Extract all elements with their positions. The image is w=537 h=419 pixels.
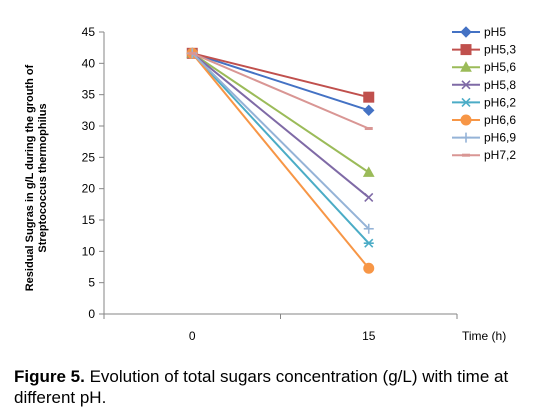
figure-caption-label: Figure 5.: [14, 367, 85, 386]
data-point: [364, 127, 373, 131]
legend-item: pH5,6: [452, 60, 516, 74]
data-point: [364, 192, 374, 203]
legend-marker: [461, 80, 471, 90]
data-point: [188, 51, 197, 55]
x-axis-label: Time (h): [462, 329, 506, 343]
series-pH5,6: [186, 47, 375, 177]
y-tick-label: 15: [82, 213, 96, 227]
x-tick-label: 15: [362, 329, 376, 343]
legend-label: pH6,2: [484, 95, 516, 109]
data-point: [362, 166, 375, 177]
y-axis: 0 5 10 15 20 25 30 35 40 45: [82, 25, 105, 321]
legend-item: pH5,8: [452, 78, 516, 92]
series-line: [191, 52, 370, 174]
data-point: [363, 104, 375, 117]
x-tick-label: 0: [189, 329, 196, 343]
legend-marker: [460, 26, 472, 38]
y-tick-label: 30: [82, 119, 96, 133]
legend-marker: [460, 114, 472, 126]
figure-caption-text: Evolution of total sugars concentration …: [14, 367, 509, 407]
series-pH7,2: [188, 51, 373, 131]
legend-label: pH5,3: [484, 43, 516, 57]
y-axis-label-line-1: Residual Sugras in g/L during the grouth…: [24, 64, 36, 291]
legend: pH5 pH5,3 pH5,6 pH5,8 pH6,2 pH6,6 pH6,9 pH7,2: [452, 25, 516, 162]
y-tick-label: 20: [82, 182, 96, 196]
legend-marker: [462, 153, 470, 157]
legend-marker: [460, 44, 472, 56]
series-line: [192, 52, 369, 99]
series-line: [191, 52, 370, 230]
legend-label: pH5,6: [484, 60, 516, 74]
series-line: [191, 52, 370, 244]
series-line: [191, 52, 370, 199]
y-tick-label: 25: [82, 150, 96, 164]
y-tick-label: 40: [82, 56, 96, 70]
y-tick-label: 0: [88, 307, 95, 321]
data-point: [363, 223, 374, 234]
legend-item: pH6,2: [452, 95, 516, 109]
y-tick-label: 10: [82, 244, 96, 258]
legend-marker: [461, 97, 471, 107]
y-axis-label-line-2: Streptococcus thermophilus: [37, 103, 49, 252]
data-point: [363, 238, 374, 248]
legend-item: pH7,2: [452, 148, 516, 162]
series-line: [191, 52, 370, 112]
legend-marker: [461, 132, 471, 143]
legend-label: pH7,2: [484, 148, 516, 162]
series-pH5,8: [187, 48, 374, 203]
y-tick-label: 45: [82, 25, 96, 39]
data-point: [363, 91, 375, 103]
series-line: [191, 52, 370, 269]
legend-label: pH5,8: [484, 78, 516, 92]
data-point: [363, 262, 375, 274]
series-lines: [186, 47, 375, 274]
series-pH6,2: [187, 48, 374, 248]
line-chart: 0 5 10 15 20 25 30 35 40 45 0 15 pH5 pH5,3 pH5,6 pH5,…: [24, 25, 516, 343]
legend-label: pH5: [484, 25, 506, 39]
series-line: [191, 52, 370, 130]
legend-item: pH5,3: [452, 43, 516, 57]
y-tick-label: 35: [82, 88, 96, 102]
y-tick-label: 5: [88, 276, 95, 290]
legend-item: pH5: [452, 25, 506, 39]
x-axis: 0 15: [103, 313, 458, 343]
figure-caption: Figure 5. Evolution of total sugars conc…: [14, 366, 524, 408]
legend-marker: [460, 61, 472, 72]
legend-label: pH6,9: [484, 131, 516, 145]
legend-item: pH6,6: [452, 113, 516, 127]
legend-label: pH6,6: [484, 113, 516, 127]
legend-item: pH6,9: [452, 131, 516, 145]
